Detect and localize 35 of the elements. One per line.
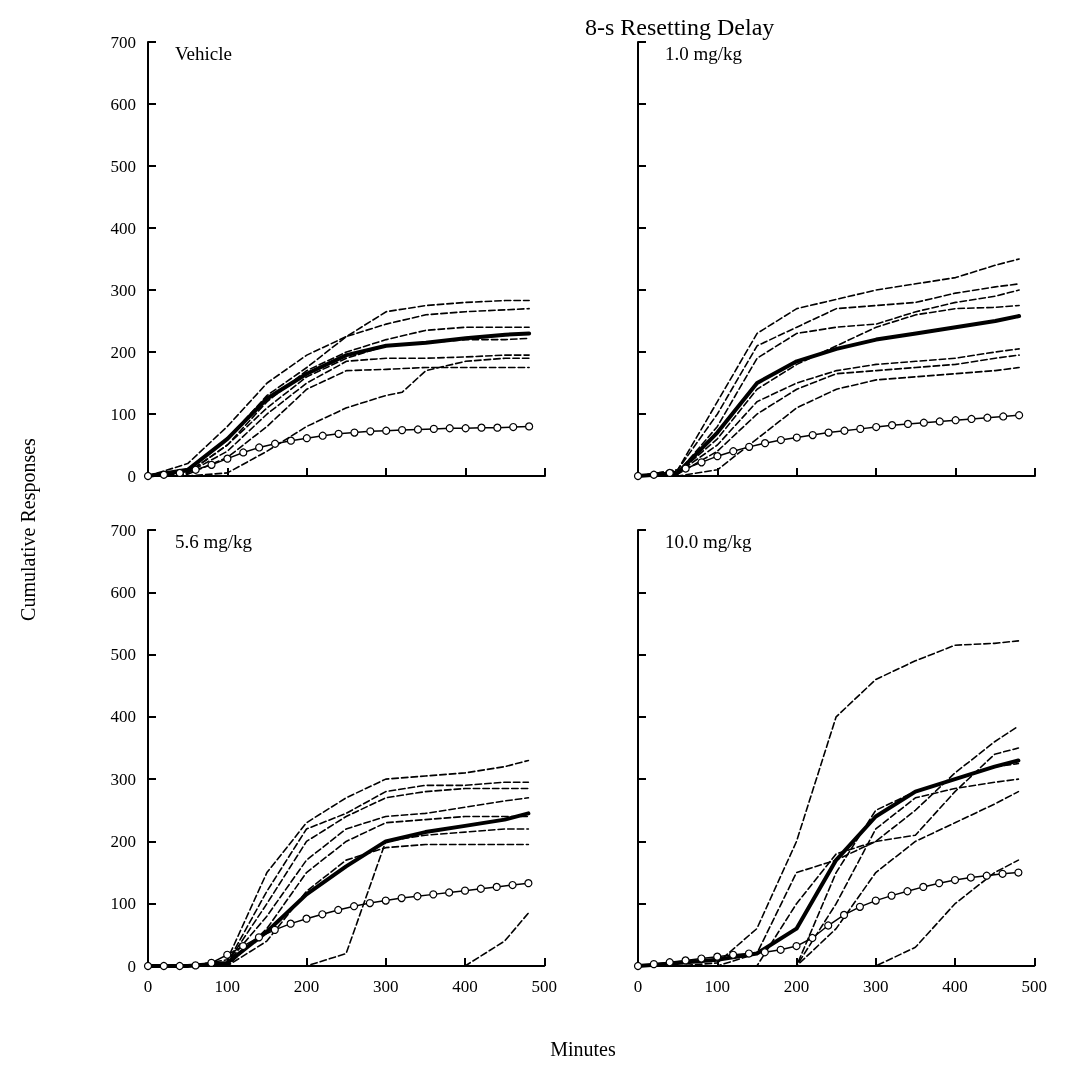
x-tick-label: 500 <box>531 977 557 996</box>
y-tick-label: 0 <box>127 956 136 976</box>
y-axis-title: Cumulative Responses <box>16 437 40 623</box>
x-tick-label: 0 <box>633 977 643 996</box>
y-tick-label: 600 <box>110 94 136 114</box>
annotation: 1.0 mg/kg <box>665 43 743 64</box>
y-tick-label: 700 <box>110 520 136 540</box>
y-tick-label: 200 <box>110 831 136 851</box>
y-tick-label: 100 <box>110 894 136 914</box>
annotation: 10.0 mg/kg <box>665 531 753 552</box>
y-tick-label: 0 <box>127 466 136 486</box>
x-tick-label: 300 <box>863 977 889 996</box>
x-tick-label: 200 <box>293 977 320 996</box>
y-tick-label: 200 <box>110 342 136 362</box>
annotation: 5.6 mg/kg <box>175 531 253 552</box>
x-tick-label: 400 <box>452 977 478 996</box>
y-tick-label: 700 <box>110 32 136 52</box>
y-tick-label: 300 <box>110 769 136 789</box>
x-tick-label: 300 <box>373 977 399 996</box>
annotation: Vehicle <box>175 43 232 64</box>
x-tick-label: 0 <box>143 977 153 996</box>
y-tick-label: 400 <box>110 707 136 727</box>
x-tick-label: 500 <box>1021 977 1047 996</box>
y-tick-label: 600 <box>110 582 136 602</box>
x-tick-label: 400 <box>942 977 968 996</box>
x-tick-label: 200 <box>783 977 810 996</box>
x-axis-title: Minutes <box>549 1038 617 1061</box>
chart-title: 8-s Resetting Delay <box>585 14 775 40</box>
x-tick-label: 100 <box>214 977 240 996</box>
y-tick-label: 500 <box>110 156 136 176</box>
y-tick-label: 500 <box>110 645 136 665</box>
y-tick-label: 100 <box>110 404 136 424</box>
y-tick-label: 400 <box>110 218 136 238</box>
y-tick-label: 300 <box>110 280 136 300</box>
x-tick-label: 100 <box>704 977 730 996</box>
